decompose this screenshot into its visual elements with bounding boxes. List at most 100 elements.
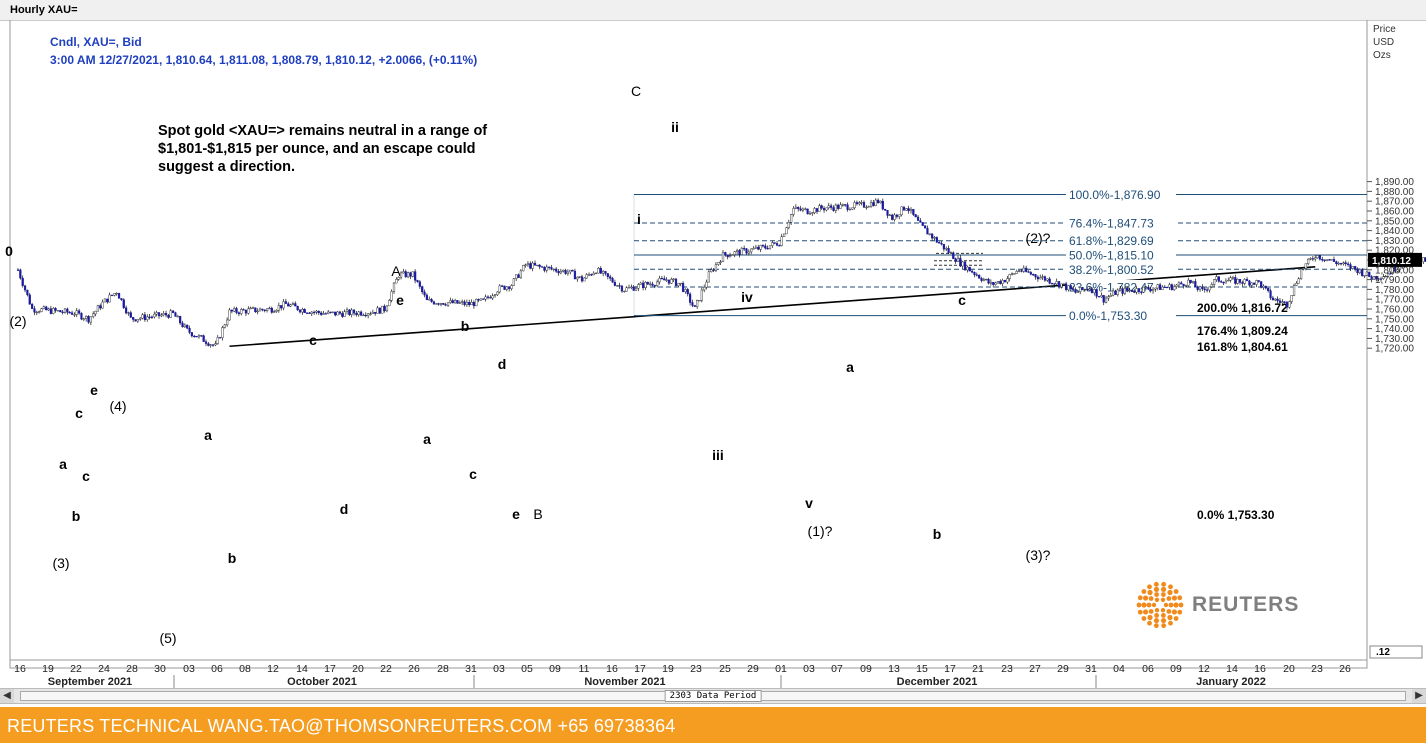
logo-dot	[1154, 613, 1160, 618]
candle-body	[667, 279, 671, 284]
candle-body	[959, 257, 962, 267]
candle-body	[228, 309, 231, 321]
candle-body	[1316, 255, 1319, 259]
candle-body	[484, 296, 487, 300]
candle-body	[439, 303, 443, 305]
candle-body	[169, 310, 172, 318]
candle-body	[174, 312, 177, 317]
candle-body	[827, 205, 830, 209]
candle-body	[942, 243, 945, 250]
candle-body	[531, 262, 534, 269]
candle-body	[404, 271, 407, 278]
candle-body	[80, 312, 83, 320]
horizontal-scrollbar[interactable]: ◀ 2303 Data Period ▶	[0, 688, 1426, 704]
candle-body	[799, 208, 802, 211]
candle-body	[1288, 301, 1291, 308]
candle-body	[900, 206, 903, 216]
candle-body	[1264, 285, 1267, 289]
candle-body	[63, 308, 67, 313]
month-label: January 2022	[1196, 676, 1266, 688]
wave-label: (3)?	[1026, 547, 1051, 563]
logo-dot	[1173, 589, 1179, 594]
candle-body	[938, 242, 941, 244]
candle-body	[87, 315, 90, 323]
x-tick-label: 28	[126, 663, 138, 675]
candle-body	[1064, 283, 1068, 290]
candle-body	[1010, 273, 1014, 275]
candle-body	[874, 199, 877, 206]
candle-body	[627, 287, 631, 289]
wave-label: A	[391, 263, 401, 279]
candle-body	[1083, 288, 1086, 291]
candle-body	[658, 278, 661, 283]
candle-body	[1189, 279, 1192, 283]
wave-label: C	[631, 83, 641, 99]
candle-body	[952, 252, 955, 260]
candle-body	[783, 233, 786, 237]
x-tick-label: 17	[944, 663, 956, 675]
candle-body	[1365, 271, 1368, 276]
candle-body	[188, 328, 191, 333]
candle-body	[1126, 287, 1129, 291]
candle-body	[273, 311, 276, 313]
candle-body	[1393, 266, 1397, 272]
candle-body	[99, 305, 102, 309]
candle-body	[167, 314, 170, 318]
candle-body	[1285, 301, 1289, 308]
candle-body	[40, 308, 43, 312]
scroll-left-arrow-icon[interactable]: ◀	[0, 689, 14, 703]
candle-body	[47, 308, 50, 311]
candle-body	[77, 310, 81, 314]
candle-body	[266, 308, 269, 312]
candle-body	[61, 311, 64, 313]
candle-body	[1262, 285, 1265, 288]
candle-body	[1168, 284, 1171, 288]
logo-dot	[1160, 586, 1167, 593]
scroll-right-arrow-icon[interactable]: ▶	[1412, 689, 1426, 703]
candle-body	[1067, 285, 1070, 290]
candle-body	[822, 208, 826, 211]
wave-label: iv	[741, 289, 753, 305]
candle-body	[1055, 281, 1058, 285]
candle-body	[559, 271, 562, 274]
candle-body	[82, 318, 85, 320]
candle-body	[1342, 262, 1345, 265]
candle-body	[73, 314, 76, 316]
candle-body	[1330, 259, 1333, 261]
candle-body	[1119, 288, 1122, 291]
candle-body	[613, 282, 616, 286]
candle-body	[1328, 259, 1331, 261]
x-tick-label: 12	[267, 663, 279, 675]
candle-body	[533, 262, 537, 266]
y-tick-label: 1,790.00	[1375, 275, 1414, 286]
candle-body	[59, 310, 62, 313]
candle-body	[931, 233, 934, 239]
candle-body	[841, 204, 844, 206]
candle-body	[987, 278, 990, 284]
candle-body	[162, 313, 165, 316]
candle-body	[1053, 283, 1056, 285]
candle-body	[345, 309, 349, 312]
candle-body	[141, 314, 144, 319]
y-axis-title: Price	[1373, 24, 1396, 35]
candle-body	[1346, 263, 1350, 265]
x-tick-label: 19	[42, 663, 54, 675]
candle-body	[891, 214, 894, 220]
candle-body	[881, 200, 884, 210]
current-price-label: 1,810.12	[1372, 256, 1411, 267]
x-tick-label: 17	[324, 663, 336, 675]
candle-body	[869, 202, 873, 207]
logo-dot	[1154, 592, 1160, 597]
fib-label-bg	[1066, 233, 1176, 248]
candle-body	[503, 285, 506, 290]
candle-body	[693, 305, 696, 307]
x-tick-label: 21	[972, 663, 984, 675]
candle-body	[660, 278, 663, 280]
candle-body	[620, 285, 624, 292]
price-chart[interactable]: 100.0%-1,876.90 76.4%-1,847.73 61.8%-1,829…	[0, 20, 1426, 688]
logo-dot	[1137, 609, 1143, 615]
candle-body	[1236, 279, 1239, 284]
y-tick-label: 1,860.00	[1375, 207, 1414, 218]
candle-body	[383, 305, 386, 312]
candle-body	[1081, 287, 1084, 290]
